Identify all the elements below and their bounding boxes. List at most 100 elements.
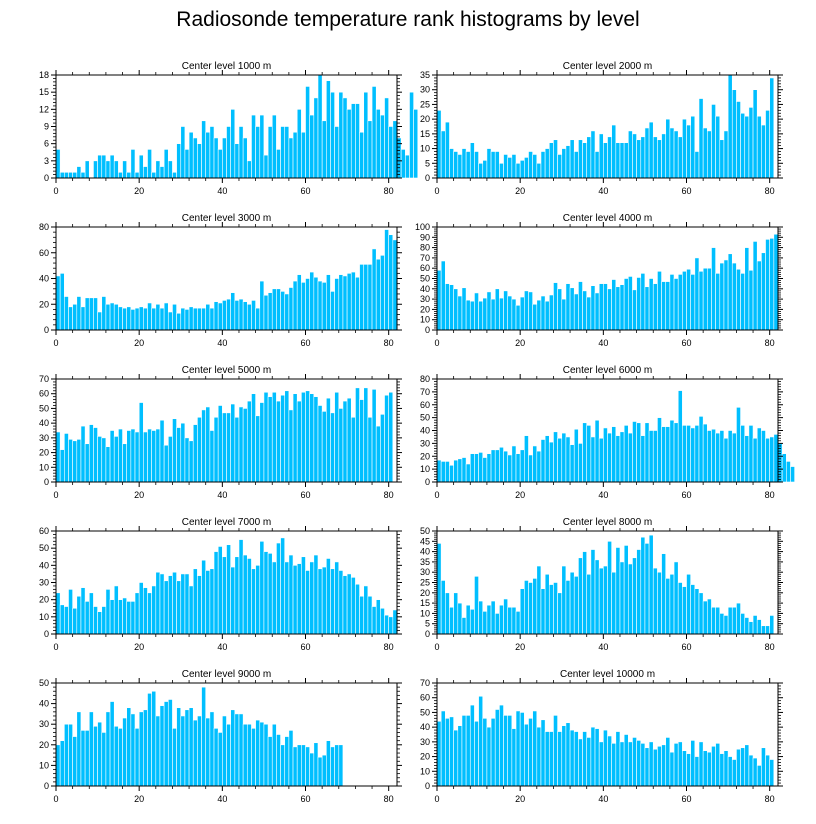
x-tick-label: 40 [598, 186, 608, 196]
histogram-bar [440, 130, 446, 179]
histogram-bar [478, 600, 484, 635]
histogram-bar [176, 143, 182, 179]
histogram-bar [388, 126, 394, 179]
histogram-bar [544, 573, 550, 635]
histogram-bar [573, 151, 579, 179]
histogram-bar [242, 554, 248, 635]
histogram-bar [761, 124, 766, 179]
histogram-bar [474, 576, 479, 635]
histogram-bar [301, 391, 306, 483]
histogram-bar [598, 741, 604, 787]
histogram-bar [582, 422, 588, 483]
histogram-bar [569, 729, 575, 787]
histogram-bar [109, 302, 115, 331]
histogram-bar [557, 288, 563, 331]
histogram-bar [752, 757, 758, 787]
histogram-bar [251, 114, 256, 179]
histogram-bar [573, 428, 579, 483]
histogram-bar [180, 422, 186, 483]
histogram-bar [80, 171, 86, 179]
histogram-bar [632, 737, 637, 787]
histogram-bar [84, 443, 90, 483]
histogram-bar [205, 131, 211, 179]
histogram-bar [519, 296, 525, 331]
histogram-bar [159, 419, 165, 483]
histogram-bar [490, 298, 496, 331]
histogram-bar [482, 160, 488, 179]
histogram-bar [251, 300, 256, 331]
histogram-bar [163, 444, 169, 483]
y-tick-label: 30 [420, 294, 430, 304]
histogram-bar [263, 551, 269, 635]
histogram-bar [309, 114, 315, 179]
histogram-bar [76, 166, 82, 179]
y-tick-label: 70 [420, 387, 430, 397]
histogram-bar [313, 554, 319, 635]
histogram-bar [255, 719, 261, 787]
y-tick-label: 50 [39, 678, 49, 688]
panel-title: Center level 9000 m [182, 669, 272, 680]
histogram-bar [288, 554, 294, 635]
histogram-bar [230, 109, 236, 179]
y-tick-label: 40 [39, 560, 49, 570]
histogram-bar [698, 592, 704, 635]
histogram-bar [582, 142, 588, 179]
histogram-bar [469, 142, 475, 179]
histogram-bar [553, 715, 558, 787]
histogram-bar [636, 139, 642, 179]
histogram-bar [180, 715, 186, 787]
histogram-bar [76, 595, 82, 635]
histogram-bar [80, 425, 86, 483]
histogram-bar [482, 611, 488, 635]
y-tick-label: 40 [39, 418, 49, 428]
histogram-bar [461, 148, 467, 179]
histogram-bar [388, 391, 394, 483]
histogram-bar [246, 160, 252, 179]
histogram-bar [184, 709, 190, 787]
histogram-bar [465, 151, 471, 179]
histogram-bar [80, 306, 86, 331]
histogram-bar [238, 298, 244, 331]
histogram-bar [263, 154, 269, 179]
histogram-bar [180, 126, 186, 179]
histogram-bar [544, 300, 550, 331]
histogram-bar [449, 148, 454, 179]
histogram-bar [209, 430, 215, 483]
histogram-bar [756, 619, 762, 635]
histogram-bar [736, 407, 741, 483]
histogram-bar [723, 750, 729, 787]
histogram-bar [334, 744, 340, 787]
histogram-bar [84, 297, 90, 331]
histogram-bar [301, 131, 306, 179]
histogram-bar [147, 302, 152, 331]
histogram-bar [271, 114, 277, 179]
y-tick-label: 40 [39, 274, 49, 284]
histogram-bar [309, 752, 315, 787]
histogram-bar [325, 397, 331, 483]
histogram-bar [769, 615, 775, 635]
histogram-bar [569, 444, 575, 483]
histogram-bar [536, 726, 542, 787]
histogram-bar [59, 273, 65, 331]
y-tick-label: 60 [39, 248, 49, 258]
histogram-bar [665, 118, 671, 179]
histogram-bar [217, 546, 223, 635]
histogram-bar [276, 734, 281, 787]
histogram-bar [213, 137, 219, 179]
histogram-bar [93, 725, 98, 787]
histogram-bar [122, 717, 128, 787]
histogram-bar [101, 154, 107, 179]
histogram-bar [176, 312, 182, 331]
histogram-bar [101, 732, 107, 787]
histogram-bar [305, 86, 310, 179]
histogram-bar [636, 740, 642, 787]
y-tick-label: 30 [420, 438, 430, 448]
histogram-bar [436, 459, 442, 483]
y-tick-label: 20 [420, 752, 430, 762]
histogram-bar [627, 563, 633, 635]
histogram-bar [590, 436, 596, 483]
histogram-bar [296, 563, 302, 635]
histogram-bar [325, 80, 331, 179]
histogram-bar [342, 400, 348, 483]
histogram-bar [623, 278, 629, 331]
